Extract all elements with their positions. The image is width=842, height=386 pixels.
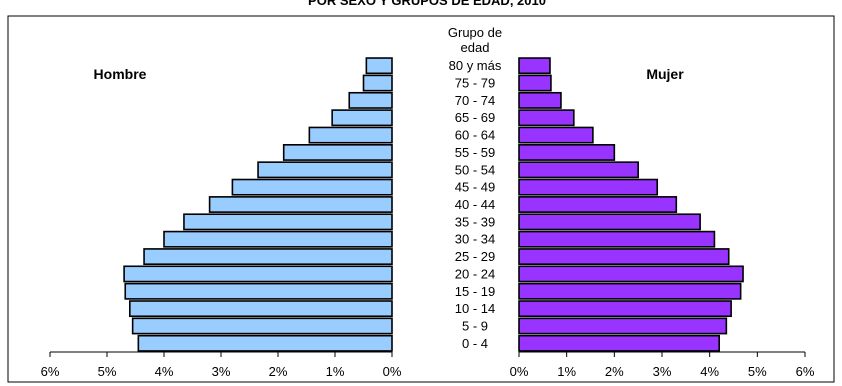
- hombre-bar-12: [308, 126, 393, 144]
- hombre-x-axis: 0% 1% 2% 3% 4% 5% 6%: [41, 351, 402, 379]
- mujer-bar-4: [518, 265, 744, 283]
- mujer-bar-8: [518, 196, 678, 213]
- mujer-tick-label-5: 5%: [748, 364, 767, 379]
- mujer-bar-3: [518, 282, 742, 300]
- hombre-tick-label-0: 0%: [383, 364, 402, 379]
- age-group-label-1: 5 - 9: [462, 318, 488, 333]
- hombre-tick-label-3: 3%: [212, 364, 231, 379]
- chart-title: POR SEXO Y GRUPOS DE EDAD, 2010: [308, 0, 546, 8]
- hombre-bar-2: [129, 300, 393, 318]
- hombre-bar-3: [124, 282, 393, 300]
- mujer-bar-6: [518, 230, 716, 248]
- age-group-labels: 0 - 4 5 - 9 10 - 14 15 - 19 20 - 24 25 - 29 30…: [449, 58, 502, 351]
- age-group-label-6: 30 - 34: [455, 232, 495, 247]
- age-group-label-8: 40 - 44: [455, 197, 495, 212]
- category-header-line-2: edad: [461, 40, 490, 55]
- hombre-bar-6: [163, 230, 393, 248]
- mujer-bar-13: [518, 109, 575, 127]
- mujer-bar-12: [518, 126, 594, 144]
- mujer-x-axis: 0% 1% 2% 3% 4% 5% 6%: [510, 351, 815, 379]
- age-group-label-15: 75 - 79: [455, 76, 495, 91]
- hombre-tick-label-1: 1%: [326, 364, 345, 379]
- hombre-bars: [123, 57, 393, 352]
- mujer-bar-2: [518, 300, 732, 318]
- hombre-bar-7: [183, 213, 393, 231]
- hombre-tick-label-4: 4%: [155, 364, 174, 379]
- age-group-label-10: 50 - 54: [455, 162, 495, 177]
- hombre-bar-13: [331, 109, 393, 127]
- mujer-tick-label-2: 2%: [605, 364, 624, 379]
- series-label-hombre: Hombre: [94, 66, 147, 82]
- age-group-label-5: 25 - 29: [455, 249, 495, 264]
- mujer-bar-10: [518, 161, 639, 179]
- mujer-tick-label-0: 0%: [510, 364, 529, 379]
- hombre-bar-11: [282, 144, 393, 161]
- mujer-tick-label-4: 4%: [700, 364, 719, 379]
- mujer-bars: [518, 57, 744, 352]
- hombre-tick-label-2: 2%: [269, 364, 288, 379]
- category-header-line-1: Grupo de: [448, 25, 502, 40]
- mujer-bar-7: [518, 213, 701, 231]
- age-group-label-3: 15 - 19: [455, 284, 495, 299]
- age-group-label-14: 70 - 74: [455, 93, 495, 108]
- mujer-bar-11: [518, 144, 616, 161]
- mujer-tick-label-3: 3%: [653, 364, 672, 379]
- mujer-tick-label-1: 1%: [557, 364, 576, 379]
- age-group-label-0: 0 - 4: [462, 336, 488, 351]
- mujer-bar-15: [518, 74, 552, 92]
- mujer-bar-5: [518, 248, 730, 265]
- age-group-label-16: 80 y más: [449, 58, 502, 73]
- age-group-label-7: 35 - 39: [455, 214, 495, 229]
- age-group-label-11: 55 - 59: [455, 145, 495, 160]
- age-group-label-9: 45 - 49: [455, 180, 495, 195]
- hombre-bar-4: [123, 265, 393, 283]
- mujer-bar-14: [518, 91, 562, 109]
- mujer-bar-16: [518, 57, 551, 75]
- hombre-bar-15: [362, 74, 393, 92]
- hombre-tick-label-6: 6%: [41, 364, 60, 379]
- age-group-label-13: 65 - 69: [455, 110, 495, 125]
- series-label-mujer: Mujer: [646, 66, 684, 82]
- hombre-bar-10: [257, 161, 393, 179]
- hombre-bar-9: [231, 178, 393, 196]
- hombre-bar-14: [348, 91, 393, 109]
- mujer-bar-1: [518, 317, 728, 335]
- mujer-bar-9: [518, 178, 659, 196]
- age-group-label-12: 60 - 64: [455, 128, 495, 143]
- hombre-bar-5: [143, 248, 393, 265]
- age-group-label-2: 10 - 14: [455, 301, 495, 316]
- mujer-tick-label-6: 6%: [796, 364, 815, 379]
- hombre-bar-0: [137, 334, 393, 352]
- mujer-bar-0: [518, 334, 720, 352]
- hombre-bar-8: [208, 196, 393, 213]
- age-group-label-4: 20 - 24: [455, 266, 495, 281]
- hombre-bar-16: [365, 57, 393, 75]
- hombre-bar-1: [131, 317, 393, 335]
- hombre-tick-label-5: 5%: [98, 364, 117, 379]
